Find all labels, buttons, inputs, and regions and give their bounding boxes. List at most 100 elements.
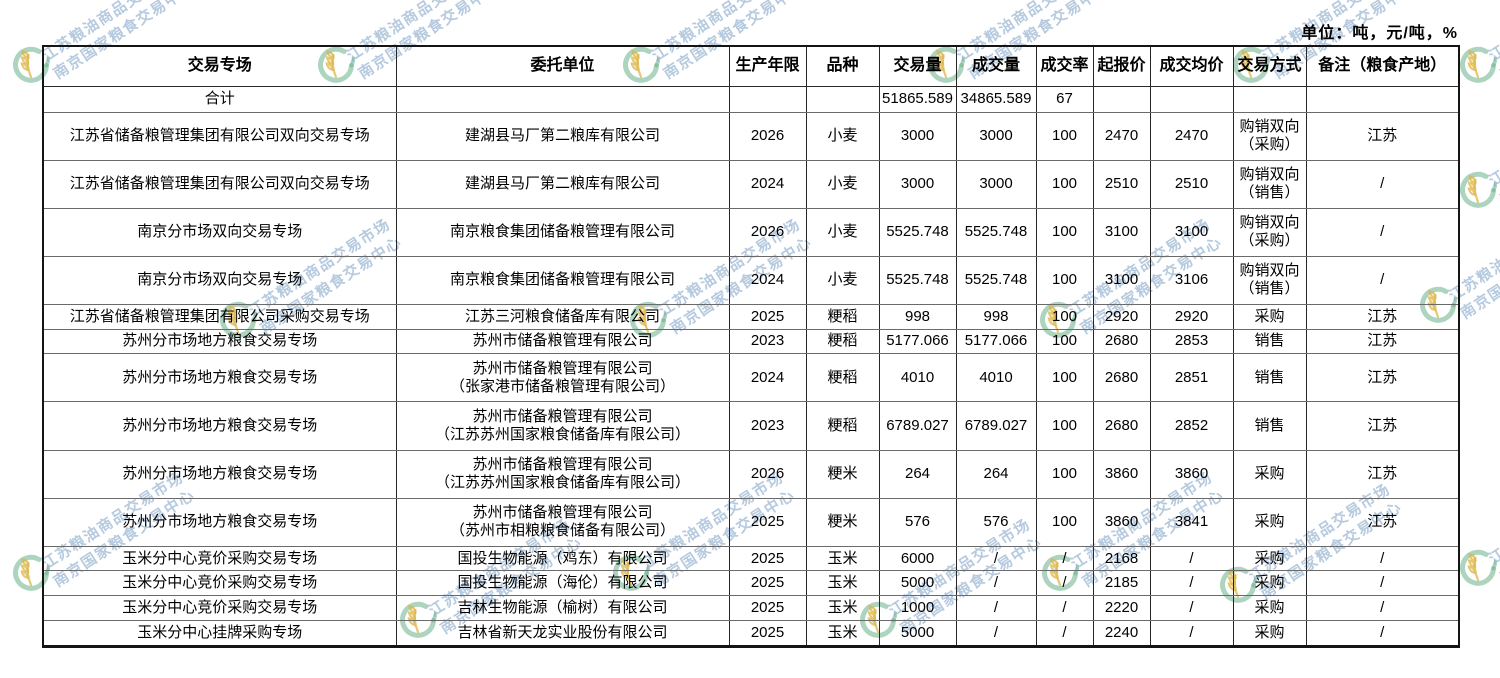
cell: 3000	[955, 111, 1037, 161]
cell: 3860	[1092, 449, 1151, 499]
table-row: 玉米分中心竞价采购交易专场 国投生物能源（鸡东）有限公司 2025 玉米 6000//2…	[42, 545, 1460, 572]
cell: 南京粮食集团储备粮管理有限公司	[395, 255, 730, 305]
cell: 购销双向 （销售）	[1232, 255, 1307, 305]
table-row: 江苏省储备粮管理集团有限公司采购交易专场 江苏三河粮食储备库有限公司 2025 粳稻 9…	[42, 303, 1460, 330]
cell: 2024	[728, 159, 807, 209]
cell	[1305, 85, 1460, 113]
cell: /	[1149, 595, 1234, 621]
cell: 576	[955, 497, 1037, 547]
cell: 玉米分中心竞价采购交易专场	[42, 545, 397, 572]
cell: 100	[1035, 303, 1094, 330]
cell: 5525.748	[878, 207, 957, 257]
cell: 粳稻	[805, 303, 880, 330]
cell: 苏州分市场地方粮食交易专场	[42, 401, 397, 451]
cell: 小麦	[805, 207, 880, 257]
table-row: 苏州分市场地方粮食交易专场 苏州市储备粮管理有限公司 （江苏苏州国家粮食储备库有限…	[42, 401, 1460, 451]
cell: 南京粮食集团储备粮管理有限公司	[395, 207, 730, 257]
cell: 2470	[1149, 111, 1234, 161]
cell: 5525.748	[955, 255, 1037, 305]
cell: 3106	[1149, 255, 1234, 305]
cell: 2470	[1092, 111, 1151, 161]
table-row: 南京分市场双向交易专场 南京粮食集团储备粮管理有限公司 2026 小麦 5525.748…	[42, 207, 1460, 257]
cell: 2185	[1092, 570, 1151, 597]
cell: /	[1305, 545, 1460, 572]
cell: 玉米	[805, 545, 880, 572]
watermark-text: 江苏粮油商品交易市场 南京国家粮食交易中心	[1486, 0, 1500, 83]
cell	[728, 85, 807, 113]
cell: /	[1305, 595, 1460, 621]
column-header: 生产年限	[728, 45, 807, 87]
cell: 2168	[1092, 545, 1151, 572]
cell: 江苏	[1305, 353, 1460, 403]
cell: /	[1305, 159, 1460, 209]
column-header: 交易专场	[42, 45, 397, 87]
cell: 玉米	[805, 595, 880, 621]
cell: 5000	[878, 619, 957, 648]
cell: 3860	[1149, 449, 1234, 499]
cell: 2025	[728, 497, 807, 547]
cell	[395, 85, 730, 113]
cell: /	[1149, 619, 1234, 648]
units-label: 单位：吨，元/吨，%	[1301, 25, 1458, 42]
summary-row: 合计 51865.589 34865.589 67	[42, 85, 1460, 113]
table-row: 苏州分市场地方粮食交易专场 苏州市储备粮管理有限公司 （江苏苏州国家粮食储备库有限…	[42, 449, 1460, 499]
cell: 吉林省新天龙实业股份有限公司	[395, 619, 730, 648]
cell: 国投生物能源（海伦）有限公司	[395, 570, 730, 597]
column-header: 成交率	[1035, 45, 1094, 87]
cell: 100	[1035, 328, 1094, 355]
cell	[1149, 85, 1234, 113]
cell: 小麦	[805, 111, 880, 161]
column-header: 起报价	[1092, 45, 1151, 87]
cell: 玉米分中心挂牌采购专场	[42, 619, 397, 648]
table-body: 合计 51865.589 34865.589 67 江苏省储备粮管理集团有限公司双向交易…	[42, 85, 1460, 648]
cell: 2025	[728, 545, 807, 572]
cell: 576	[878, 497, 957, 547]
table-row: 江苏省储备粮管理集团有限公司双向交易专场 建湖县马厂第二粮库有限公司 2024 小麦 3…	[42, 159, 1460, 209]
cell: 采购	[1232, 619, 1307, 648]
cell: 2920	[1092, 303, 1151, 330]
cell: 江苏省储备粮管理集团有限公司双向交易专场	[42, 159, 397, 209]
cell: 100	[1035, 449, 1094, 499]
cell: /	[955, 545, 1037, 572]
cell: 3000	[955, 159, 1037, 209]
cell: 2026	[728, 111, 807, 161]
cell: 玉米分中心竞价采购交易专场	[42, 570, 397, 597]
cell	[1092, 85, 1151, 113]
cell: 1000	[878, 595, 957, 621]
cell: 江苏省储备粮管理集团有限公司双向交易专场	[42, 111, 397, 161]
grain-market-logo-icon	[1460, 46, 1497, 83]
cell: 苏州分市场地方粮食交易专场	[42, 497, 397, 547]
cell: 吉林生物能源（榆树）有限公司	[395, 595, 730, 621]
cell: 苏州分市场地方粮食交易专场	[42, 353, 397, 403]
cell: 粳稻	[805, 401, 880, 451]
cell: 采购	[1232, 449, 1307, 499]
cell: 5000	[878, 570, 957, 597]
cell: 264	[955, 449, 1037, 499]
cell: /	[955, 570, 1037, 597]
cell: 采购	[1232, 303, 1307, 330]
cell: 购销双向 （采购）	[1232, 207, 1307, 257]
cell: 5525.748	[955, 207, 1037, 257]
cell: 合计	[42, 85, 397, 113]
cell: 采购	[1232, 497, 1307, 547]
cell: /	[1305, 619, 1460, 648]
cell: 苏州分市场地方粮食交易专场	[42, 449, 397, 499]
cell: 销售	[1232, 353, 1307, 403]
cell: 苏州市储备粮管理有限公司 （江苏苏州国家粮食储备库有限公司）	[395, 401, 730, 451]
cell: 国投生物能源（鸡东）有限公司	[395, 545, 730, 572]
cell: 南京分市场双向交易专场	[42, 255, 397, 305]
cell: 采购	[1232, 570, 1307, 597]
cell: 3100	[1149, 207, 1234, 257]
cell: /	[1305, 207, 1460, 257]
cell: 6789.027	[878, 401, 957, 451]
cell: 2024	[728, 255, 807, 305]
cell: 苏州市储备粮管理有限公司 （苏州市相粮粮食储备有限公司）	[395, 497, 730, 547]
cell: 采购	[1232, 545, 1307, 572]
cell: 2680	[1092, 353, 1151, 403]
cell: 粳稻	[805, 328, 880, 355]
cell: 江苏	[1305, 328, 1460, 355]
watermark-text: 江苏粮油商品交易市场 南京国家粮食交易中心	[1486, 85, 1500, 208]
cell: 小麦	[805, 159, 880, 209]
cell: 粳米	[805, 497, 880, 547]
